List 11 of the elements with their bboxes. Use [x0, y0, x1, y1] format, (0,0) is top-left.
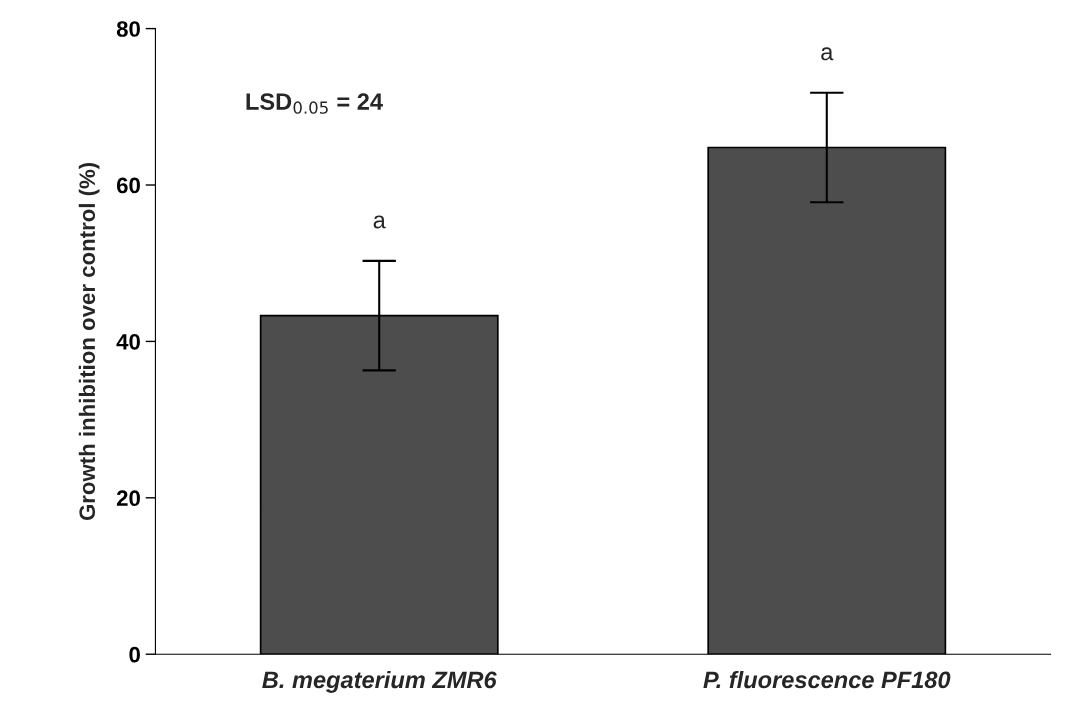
y-tick-label: 80: [116, 21, 140, 37]
x-tick-label: B. megaterium ZMR6: [262, 670, 497, 693]
y-tick-label: 60: [116, 177, 140, 194]
annotation: a: [373, 215, 386, 229]
y-tick-label: 20: [116, 490, 140, 507]
annotation: a: [821, 47, 834, 61]
y-axis-title: Growth inhibition over control (%): [78, 162, 100, 521]
x-tick-label: P. fluorescence PF180: [703, 670, 951, 689]
annotation: LSD$_{0.05}$ = 24: [246, 93, 383, 114]
y-tick-label: 0: [129, 646, 140, 663]
y-tick-label: 40: [116, 333, 140, 350]
